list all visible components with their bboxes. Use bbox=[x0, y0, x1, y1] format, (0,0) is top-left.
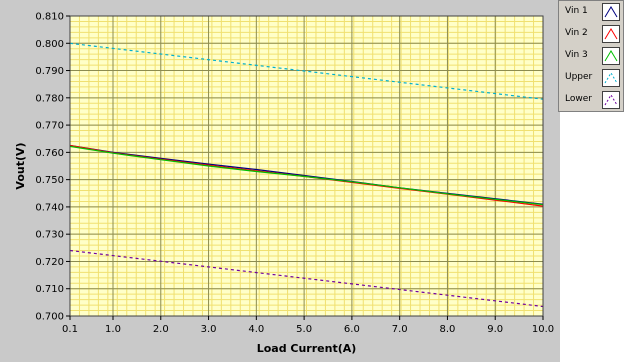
legend-entry[interactable]: Lower bbox=[559, 90, 623, 112]
y-tick-label: 0.770 bbox=[35, 121, 64, 132]
legend-entry[interactable]: Vin 1 bbox=[559, 2, 623, 24]
legend-swatch bbox=[602, 3, 620, 21]
y-tick-label: 0.780 bbox=[35, 93, 64, 104]
x-tick-label: 1.0 bbox=[105, 324, 121, 335]
y-tick-label: 0.720 bbox=[35, 257, 64, 268]
x-tick-label: 5.0 bbox=[296, 324, 312, 335]
legend-label: Vin 1 bbox=[565, 6, 588, 16]
minor-grid bbox=[70, 16, 543, 316]
chart: 0.700 0.710 0.720 0.730 0.740 0.750 0.760 0.770… bbox=[0, 0, 560, 362]
legend-swatch bbox=[602, 69, 620, 87]
y-tick-label: 0.710 bbox=[35, 284, 64, 295]
y-tick-label: 0.810 bbox=[35, 12, 64, 23]
series-line-vin-3 bbox=[69, 145, 544, 206]
x-tick-label: 10.0 bbox=[532, 324, 554, 335]
y-tick-label: 0.800 bbox=[35, 39, 64, 50]
x-tick-label: 8.0 bbox=[439, 324, 455, 335]
x-axis-label: Load Current(A) bbox=[257, 342, 357, 355]
legend-label: Lower bbox=[565, 94, 592, 104]
y-tick-label: 0.750 bbox=[35, 175, 64, 186]
y-tick-label: 0.760 bbox=[35, 148, 64, 159]
x-tick-label: 3.0 bbox=[201, 324, 217, 335]
legend-swatch bbox=[602, 25, 620, 43]
series-line-upper bbox=[69, 42, 544, 100]
x-tick-label: 4.0 bbox=[248, 324, 264, 335]
legend-entry[interactable]: Vin 2 bbox=[559, 24, 623, 46]
y-tick-label: 0.730 bbox=[35, 230, 64, 241]
plot-frame bbox=[69, 15, 544, 317]
y-tick-label: 0.700 bbox=[35, 312, 64, 323]
x-tick-label: 7.0 bbox=[392, 324, 408, 335]
y-axis-ticks: 0.700 0.710 0.720 0.730 0.740 0.750 0.760 0.770… bbox=[35, 12, 70, 323]
plot-area: 0.700 0.710 0.720 0.730 0.740 0.750 0.760 0.770… bbox=[14, 12, 554, 356]
legend-swatch bbox=[602, 47, 620, 65]
x-tick-label: 2.0 bbox=[153, 324, 169, 335]
series-line-lower bbox=[69, 249, 544, 308]
legend-entry[interactable]: Vin 3 bbox=[559, 46, 623, 68]
series-layer bbox=[69, 42, 544, 308]
x-axis-ticks: 0.1 1.0 2.0 3.0 4.0 5.0 6.0 7.0 8.0 9.0 10.0 bbox=[62, 316, 554, 335]
legend: Vin 1 Vin 2 Vin 3 Upper Lower bbox=[558, 0, 624, 112]
x-tick-label: 6.0 bbox=[344, 324, 360, 335]
legend-label: Vin 3 bbox=[565, 50, 588, 60]
legend-swatch bbox=[602, 91, 620, 109]
legend-label: Upper bbox=[565, 72, 593, 82]
y-tick-label: 0.740 bbox=[35, 202, 64, 213]
legend-label: Vin 2 bbox=[565, 28, 588, 38]
x-tick-label: 9.0 bbox=[487, 324, 503, 335]
y-tick-label: 0.790 bbox=[35, 66, 64, 77]
legend-entry[interactable]: Upper bbox=[559, 68, 623, 90]
y-axis-label: Vout(V) bbox=[14, 142, 27, 189]
x-tick-label: 0.1 bbox=[62, 324, 78, 335]
